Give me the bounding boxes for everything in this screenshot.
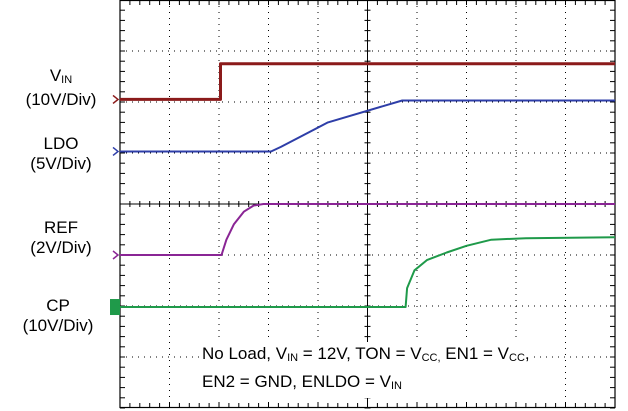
channel-label-vin: VIN (10V/Div): [25, 66, 97, 109]
ref-trace: [120, 203, 615, 256]
channel-marker: [112, 250, 120, 260]
vin-trace: [120, 62, 615, 101]
channel-marker: [112, 94, 120, 105]
channel-label-ref: REF (2V/Div): [30, 218, 92, 257]
traces: [120, 62, 616, 308]
cp-trace: [120, 236, 616, 308]
channel-label-cp: CP (10V/Div): [22, 296, 94, 335]
annotation-line-1: No Load, VIN = 12V, TON = VCC, EN1 = VCC…: [202, 344, 530, 364]
test-conditions-annotation: No Load, VIN = 12V, TON = VCC, EN1 = VCC…: [200, 342, 532, 398]
channel-marker: [112, 146, 120, 157]
ldo-trace: [120, 99, 615, 153]
cp-channel-marker: [110, 299, 120, 316]
channel-markers: [110, 94, 120, 316]
annotation-line-2: EN2 = GND, ENLDO = VIN: [202, 372, 402, 392]
channel-label-ldo: LDO (5V/Div): [30, 134, 92, 173]
